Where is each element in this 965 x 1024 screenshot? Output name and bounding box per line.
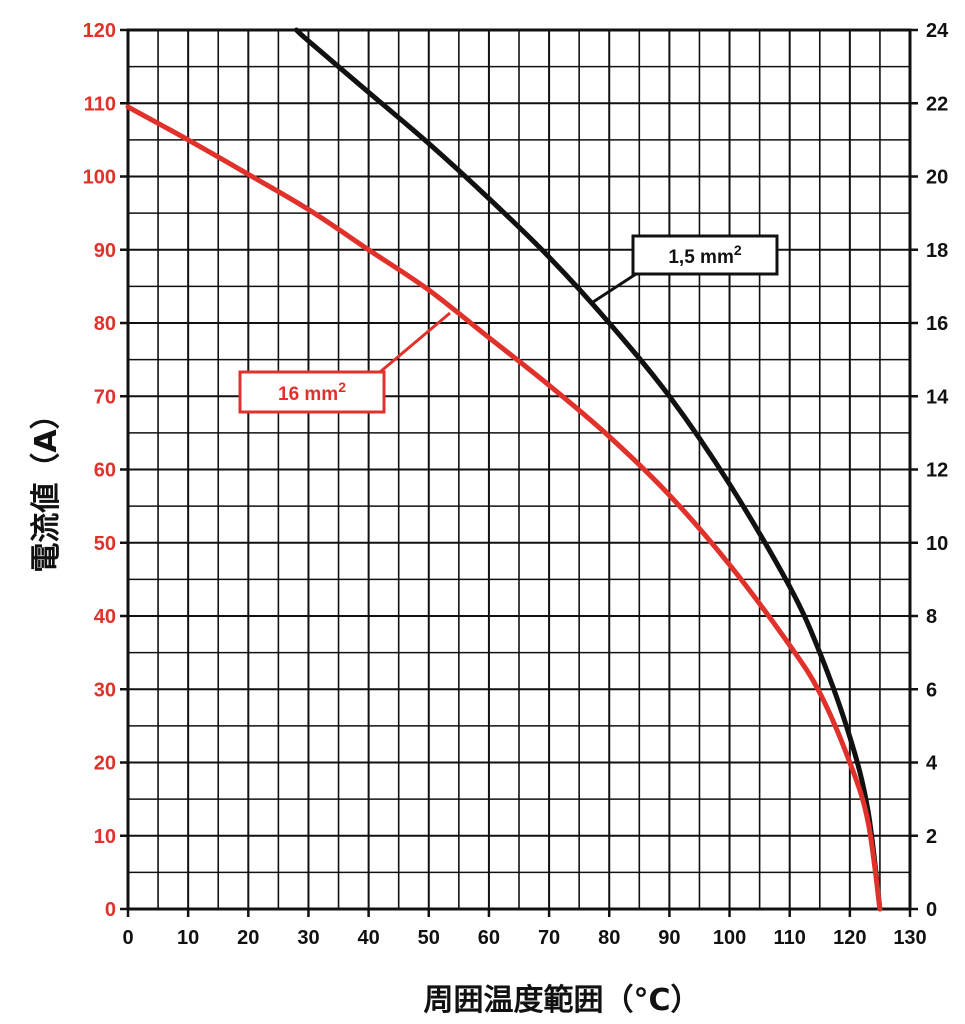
x-tick-label: 0 bbox=[122, 927, 133, 949]
y-right-tick-label: 2 bbox=[926, 826, 937, 848]
y-right-tick-label: 6 bbox=[926, 679, 937, 701]
y-left-tick-label: 0 bbox=[105, 899, 116, 921]
y-right-tick-label: 8 bbox=[926, 606, 937, 628]
x-tick-label: 70 bbox=[538, 927, 560, 949]
callouts: 1,5 mm2 16 mm2 bbox=[238, 234, 779, 414]
y-left-tick-label: 100 bbox=[83, 167, 116, 189]
y-right-tick-label: 20 bbox=[926, 167, 948, 189]
series-line-1 bbox=[293, 27, 883, 912]
y-right-tick-label: 4 bbox=[926, 753, 938, 775]
x-tick-label: 120 bbox=[833, 927, 866, 949]
x-tick-label: 90 bbox=[658, 927, 680, 949]
series-label: 16 mm2 bbox=[278, 379, 346, 405]
y-right-tick-label: 10 bbox=[926, 533, 948, 555]
tick-marks bbox=[120, 28, 918, 917]
y-left-tick-label: 70 bbox=[94, 386, 116, 408]
y-left-tick-label: 50 bbox=[94, 533, 116, 555]
y-right-tick-label: 0 bbox=[926, 899, 937, 921]
y-right-tick-label: 12 bbox=[926, 460, 948, 482]
x-tick-label: 50 bbox=[418, 927, 440, 949]
y-left-tick-label: 30 bbox=[94, 679, 116, 701]
x-tick-label: 110 bbox=[774, 927, 806, 949]
x-tick-label: 130 bbox=[893, 927, 926, 949]
x-tick-label: 40 bbox=[357, 927, 379, 949]
y-left-tick-label: 60 bbox=[94, 460, 116, 482]
y-left-tick-label: 10 bbox=[94, 826, 116, 848]
y-right-tick-label: 24 bbox=[926, 20, 949, 42]
x-axis-title: 周囲温度範囲（°C） bbox=[423, 983, 700, 1018]
x-tick-label: 20 bbox=[237, 927, 259, 949]
y-left-tick-label: 80 bbox=[94, 313, 116, 335]
x-tick-label: 100 bbox=[713, 927, 746, 949]
tick-labels: 0 10 20 30 40 50 60 70 80 90 100 110 120 130010203040… bbox=[83, 20, 949, 949]
series-group bbox=[125, 27, 883, 912]
y-left-tick-label: 40 bbox=[94, 606, 116, 628]
y-right-tick-label: 18 bbox=[926, 240, 948, 262]
x-tick-label: 10 bbox=[177, 927, 199, 949]
y-axis-title: 電流値（A） bbox=[29, 399, 64, 572]
callout-leader bbox=[589, 272, 637, 306]
x-tick-label: 60 bbox=[478, 927, 500, 949]
callout-box bbox=[238, 370, 386, 414]
callout-box bbox=[631, 234, 779, 276]
y-left-tick-label: 20 bbox=[94, 753, 116, 775]
grid bbox=[128, 30, 910, 909]
y-right-tick-label: 22 bbox=[926, 93, 948, 115]
series-label: 1,5 mm2 bbox=[668, 242, 741, 268]
x-tick-label: 30 bbox=[297, 927, 319, 949]
y-right-tick-label: 16 bbox=[926, 313, 948, 335]
y-left-tick-label: 120 bbox=[83, 20, 116, 42]
x-tick-label: 80 bbox=[598, 927, 620, 949]
y-left-tick-label: 110 bbox=[84, 93, 116, 115]
y-right-tick-label: 14 bbox=[926, 386, 949, 408]
callout-leader bbox=[379, 311, 451, 374]
y-left-tick-label: 90 bbox=[94, 240, 116, 262]
series-line-2 bbox=[125, 104, 883, 912]
